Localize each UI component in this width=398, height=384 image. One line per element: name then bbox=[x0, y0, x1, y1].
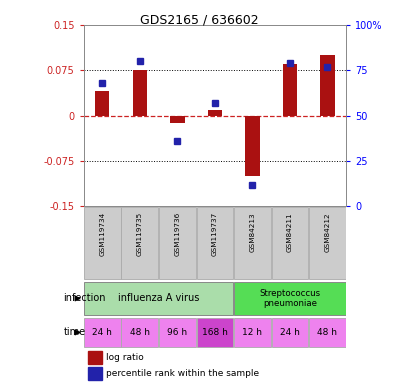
Text: GSM84212: GSM84212 bbox=[324, 212, 330, 252]
Text: GSM119737: GSM119737 bbox=[212, 212, 218, 257]
Bar bbox=[208, 109, 222, 116]
Bar bbox=[88, 351, 102, 364]
FancyBboxPatch shape bbox=[271, 207, 308, 279]
Text: GSM84213: GSM84213 bbox=[250, 212, 256, 252]
Text: GSM119735: GSM119735 bbox=[137, 212, 143, 257]
FancyBboxPatch shape bbox=[84, 207, 121, 279]
Text: time: time bbox=[63, 328, 86, 338]
Text: GDS2165 / 636602: GDS2165 / 636602 bbox=[140, 13, 258, 26]
FancyBboxPatch shape bbox=[121, 207, 158, 279]
FancyBboxPatch shape bbox=[234, 281, 346, 315]
FancyBboxPatch shape bbox=[84, 281, 233, 315]
Text: 96 h: 96 h bbox=[167, 328, 187, 337]
Bar bbox=[88, 367, 102, 381]
FancyBboxPatch shape bbox=[197, 207, 233, 279]
Text: GSM119734: GSM119734 bbox=[100, 212, 105, 257]
Text: 24 h: 24 h bbox=[280, 328, 300, 337]
Text: GSM84211: GSM84211 bbox=[287, 212, 293, 252]
Text: infection: infection bbox=[63, 293, 106, 303]
FancyBboxPatch shape bbox=[271, 318, 308, 347]
FancyBboxPatch shape bbox=[84, 318, 121, 347]
Text: log ratio: log ratio bbox=[106, 353, 144, 362]
Bar bbox=[170, 116, 185, 123]
FancyBboxPatch shape bbox=[197, 318, 233, 347]
Text: GSM119736: GSM119736 bbox=[174, 212, 180, 257]
FancyBboxPatch shape bbox=[159, 207, 196, 279]
Bar bbox=[320, 55, 335, 116]
Text: Streptococcus
pneumoniae: Streptococcus pneumoniae bbox=[259, 289, 320, 308]
Text: 24 h: 24 h bbox=[92, 328, 112, 337]
FancyBboxPatch shape bbox=[159, 318, 196, 347]
Bar bbox=[283, 64, 297, 116]
Text: 48 h: 48 h bbox=[318, 328, 338, 337]
Bar bbox=[133, 70, 147, 116]
Text: influenza A virus: influenza A virus bbox=[118, 293, 199, 303]
Text: 12 h: 12 h bbox=[242, 328, 262, 337]
Text: percentile rank within the sample: percentile rank within the sample bbox=[106, 369, 259, 378]
Text: 168 h: 168 h bbox=[202, 328, 228, 337]
FancyBboxPatch shape bbox=[309, 207, 346, 279]
FancyBboxPatch shape bbox=[234, 207, 271, 279]
FancyBboxPatch shape bbox=[309, 318, 346, 347]
Bar bbox=[95, 91, 109, 116]
FancyBboxPatch shape bbox=[121, 318, 158, 347]
FancyBboxPatch shape bbox=[234, 318, 271, 347]
Bar bbox=[245, 116, 259, 176]
Text: 48 h: 48 h bbox=[130, 328, 150, 337]
